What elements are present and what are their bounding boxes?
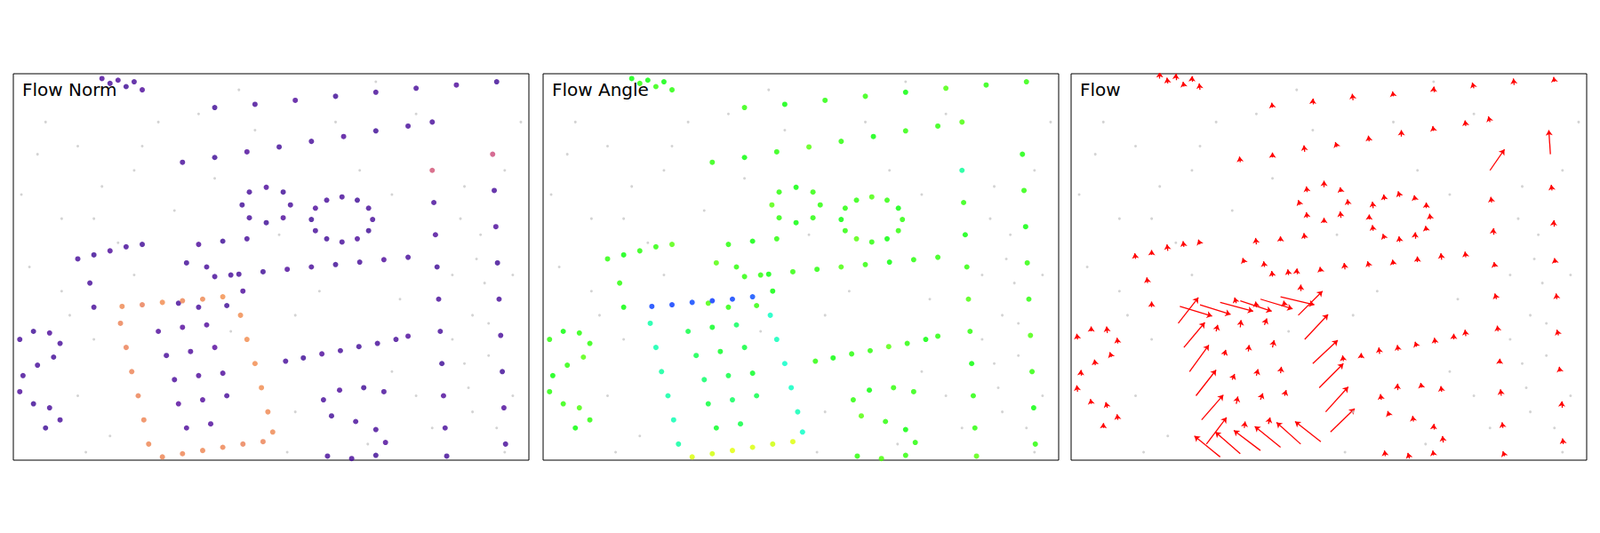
svg-text:Flow Angle: Flow Angle: [552, 79, 649, 101]
svg-text:Flow: Flow: [1080, 79, 1121, 101]
svg-text:Flow Norm: Flow Norm: [22, 79, 118, 101]
